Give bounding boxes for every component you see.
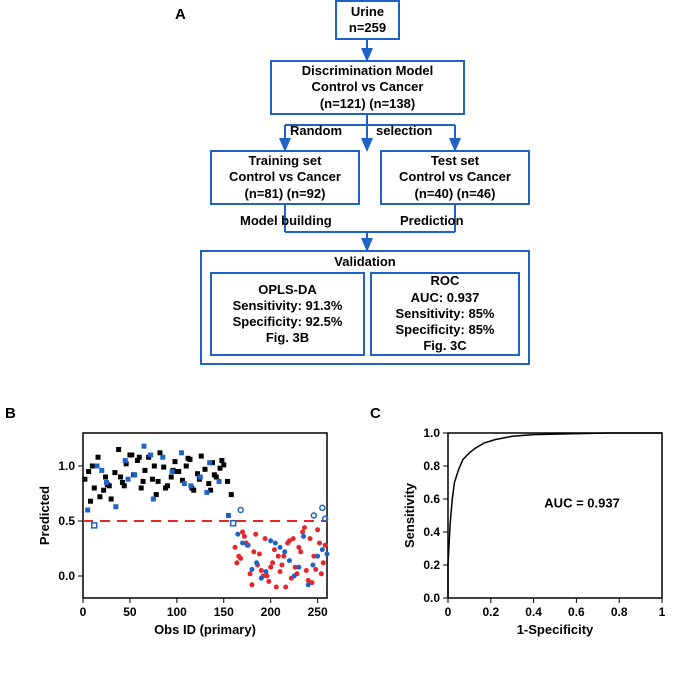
flow-node-line: (n=81) (n=92)	[245, 186, 326, 202]
edge-label-prediction: Prediction	[400, 213, 464, 228]
svg-text:0.8: 0.8	[611, 605, 628, 619]
flow-node-line: Control vs Cancer	[399, 169, 511, 185]
svg-text:0.0: 0.0	[423, 591, 440, 605]
flow-node-line: Sensitivity: 91.3%	[233, 298, 343, 314]
flow-node-line: n=259	[349, 20, 386, 36]
svg-text:0: 0	[80, 605, 87, 619]
svg-text:150: 150	[214, 605, 234, 619]
svg-text:Sensitivity: Sensitivity	[402, 482, 417, 548]
flow-node-urine: Urinen=259	[335, 0, 400, 40]
svg-text:100: 100	[167, 605, 187, 619]
flow-node-line: ROC	[431, 273, 460, 289]
edge-label-model_building: Model building	[240, 213, 332, 228]
flow-node-line: Sensitivity: 85%	[396, 306, 495, 322]
svg-text:0.6: 0.6	[423, 492, 440, 506]
panel-label-c: C	[370, 405, 381, 422]
flow-node-line: Test set	[431, 153, 479, 169]
svg-text:Obs ID (primary): Obs ID (primary)	[154, 622, 256, 637]
roc-annotation: AUC = 0.937	[544, 495, 620, 510]
svg-text:200: 200	[261, 605, 281, 619]
svg-text:0.2: 0.2	[482, 605, 499, 619]
flow-node-line: Discrimination Model	[302, 63, 433, 79]
flow-node-line: Specificity: 85%	[396, 322, 495, 338]
flow-node-opls: OPLS-DASensitivity: 91.3%Specificity: 92…	[210, 272, 365, 356]
svg-text:0.2: 0.2	[423, 558, 440, 572]
flow-node-line: Training set	[249, 153, 322, 169]
validation-label: Validation	[202, 254, 528, 269]
flow-node-line: Urine	[351, 4, 384, 20]
flow-node-line: Control vs Cancer	[229, 169, 341, 185]
panel-label-b: B	[5, 405, 16, 422]
flow-node-line: OPLS-DA	[258, 282, 317, 298]
edge-label-selection: selection	[376, 123, 432, 138]
svg-text:1.0: 1.0	[58, 459, 75, 473]
flow-node-roc: ROCAUC: 0.937Sensitivity: 85%Specificity…	[370, 272, 520, 356]
flow-node-line: Fig. 3B	[266, 330, 309, 346]
svg-text:50: 50	[123, 605, 137, 619]
svg-text:0.4: 0.4	[423, 525, 440, 539]
flow-node-line: (n=40) (n=46)	[415, 186, 496, 202]
svg-text:0.6: 0.6	[568, 605, 585, 619]
svg-text:0.8: 0.8	[423, 459, 440, 473]
flow-node-line: (n=121) (n=138)	[320, 96, 415, 112]
svg-text:1: 1	[659, 605, 666, 619]
flow-node-discrim: Discrimination ModelControl vs Cancer(n=…	[270, 60, 465, 115]
figure: A B C Urinen=259Discrimination ModelCont…	[0, 0, 700, 673]
svg-text:0: 0	[445, 605, 452, 619]
flow-node-test: Test setControl vs Cancer(n=40) (n=46)	[380, 150, 530, 205]
flow-node-line: Fig. 3C	[423, 338, 466, 354]
svg-text:0.0: 0.0	[58, 569, 75, 583]
svg-text:0.5: 0.5	[58, 514, 75, 528]
svg-text:1.0: 1.0	[423, 426, 440, 440]
flow-node-line: Specificity: 92.5%	[233, 314, 343, 330]
flowchart: Urinen=259Discrimination ModelControl vs…	[170, 0, 530, 370]
edge-label-random: Random	[290, 123, 342, 138]
svg-text:Predicted: Predicted	[37, 486, 52, 545]
svg-text:250: 250	[308, 605, 328, 619]
flow-node-line: AUC: 0.937	[411, 290, 480, 306]
svg-text:1-Specificity: 1-Specificity	[517, 622, 594, 637]
svg-text:0.4: 0.4	[525, 605, 542, 619]
scatter-chart: 0 50 100 150 200 250 0.0 0.5 1.0 Obs ID (primary)…	[35, 425, 335, 640]
flow-node-train: Training setControl vs Cancer(n=81) (n=9…	[210, 150, 360, 205]
flow-node-line: Control vs Cancer	[312, 79, 424, 95]
roc-chart: 0 0.2 0.4 0.6 0.8 1 0.0 0.2 0.4 0.6 0.8 1.0 1-Specif…	[400, 425, 670, 640]
